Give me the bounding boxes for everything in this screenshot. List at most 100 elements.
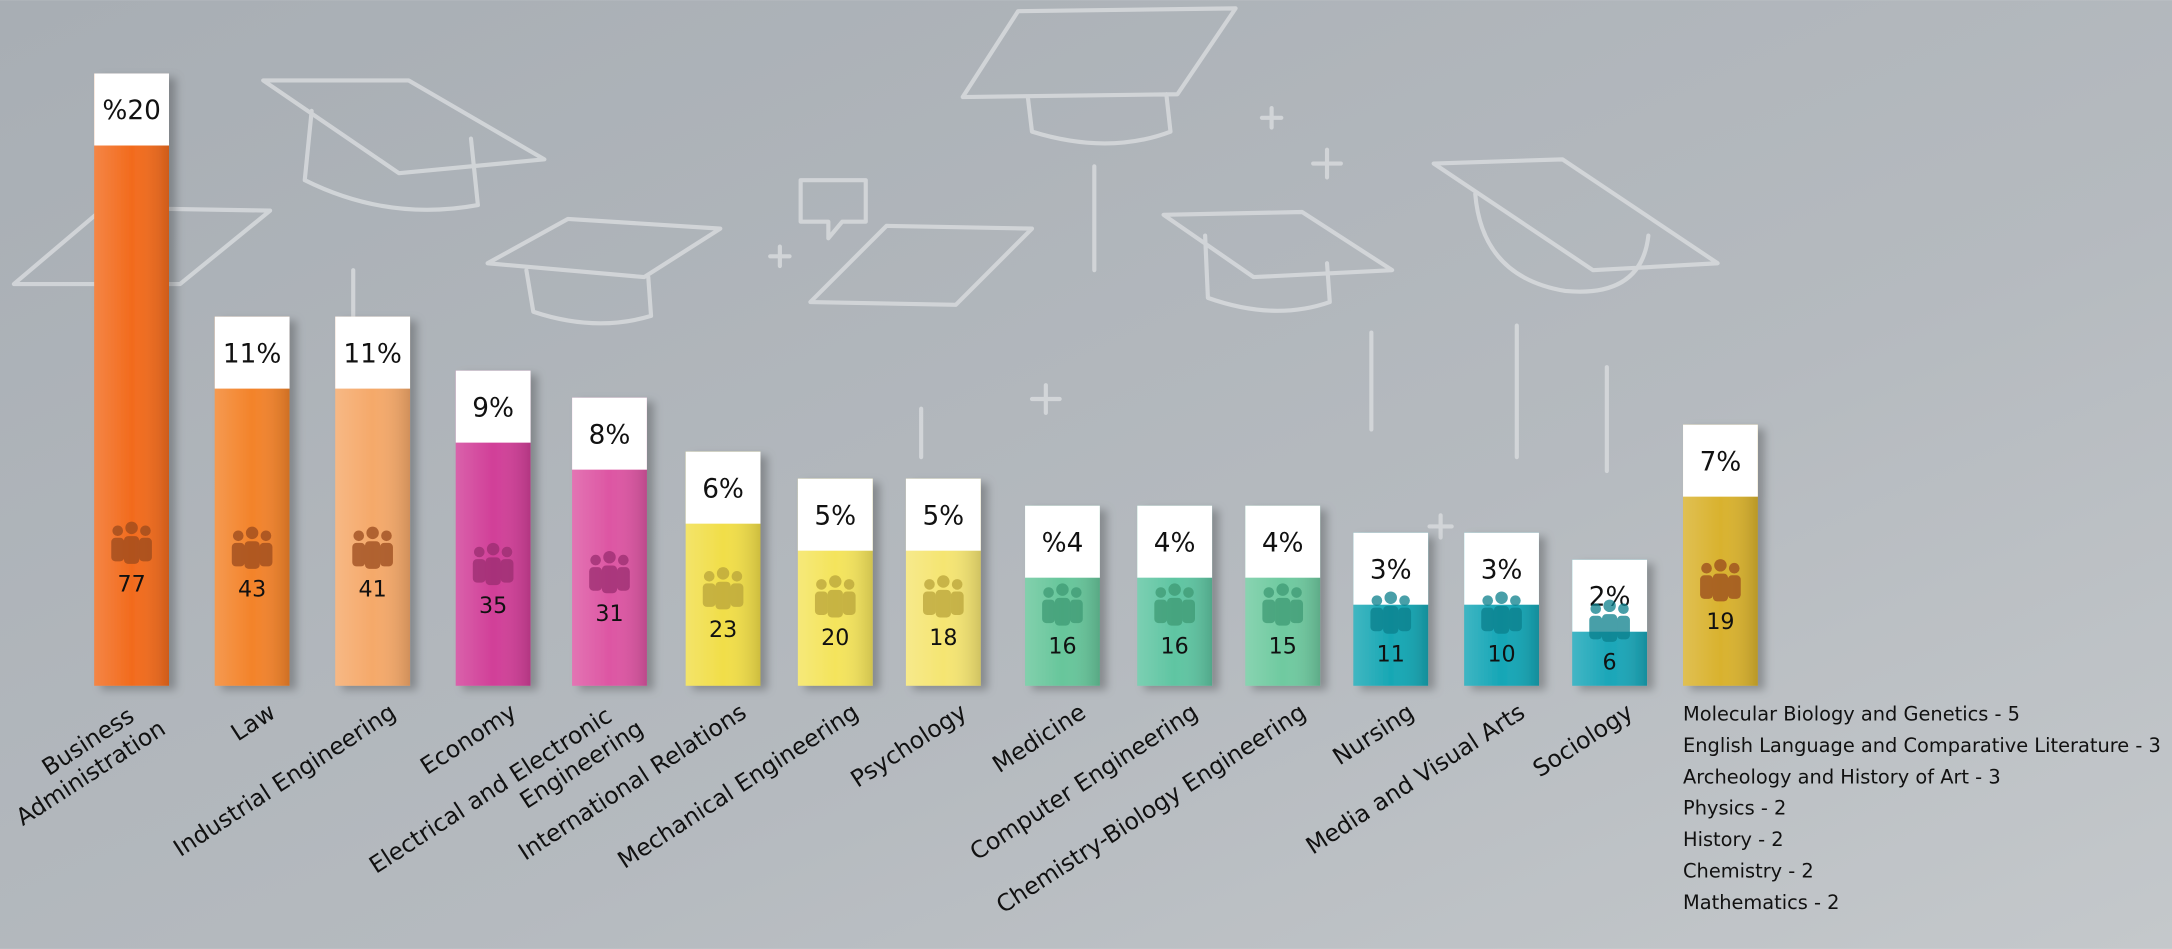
person-body [730, 583, 744, 607]
person-body [1154, 599, 1168, 624]
percent-box [1137, 505, 1213, 578]
person-head [603, 550, 616, 564]
percent-label: 11% [223, 339, 281, 369]
person-body [352, 542, 366, 567]
other-item: Molecular Biology and Genetics - 5 [1683, 702, 2020, 725]
person-body [1616, 615, 1630, 640]
person-head [353, 530, 365, 542]
people-icon [589, 550, 630, 594]
percent-label: 5% [814, 501, 856, 531]
people-icon [1481, 591, 1522, 634]
bar-group [335, 316, 411, 686]
percent-box [1025, 505, 1100, 578]
bar-group [94, 73, 169, 686]
percent-label: 9% [472, 393, 514, 423]
percent-label: 5% [922, 501, 964, 531]
percent-label: 3% [1370, 555, 1412, 585]
person-body [1700, 575, 1714, 599]
count-label: 23 [709, 617, 737, 643]
percent-label: 4% [1154, 528, 1196, 558]
person-head [140, 525, 151, 537]
percent-label: %20 [102, 96, 160, 126]
person-body [1167, 597, 1183, 626]
person-body [1398, 607, 1412, 632]
person-head [112, 525, 124, 537]
person-head [1482, 595, 1494, 606]
person-head [486, 542, 500, 556]
person-body [1601, 614, 1618, 642]
person-head [232, 530, 244, 542]
person-body [702, 583, 716, 607]
people-icon [814, 575, 856, 618]
person-body [485, 557, 501, 586]
percent-box [214, 316, 290, 389]
person-body [1481, 607, 1495, 632]
people-icon [111, 521, 152, 564]
person-body [138, 537, 152, 562]
percent-box [335, 316, 411, 389]
person-body [1727, 575, 1741, 599]
person-body [1182, 599, 1195, 624]
people-icon [472, 542, 514, 586]
people-icon [1370, 591, 1412, 634]
person-body [111, 537, 125, 562]
person-body [715, 581, 731, 610]
person-head [829, 575, 842, 588]
percent-box [797, 478, 873, 551]
other-item: Physics - 2 [1683, 797, 1786, 820]
bar-shade [905, 550, 981, 686]
people-icon [1262, 583, 1304, 626]
person-head [1714, 559, 1727, 572]
count-label: 18 [929, 625, 957, 651]
other-item: English Language and Comparative Literat… [1683, 734, 2161, 757]
person-body [472, 559, 486, 583]
count-label: 10 [1487, 641, 1515, 667]
person-body [244, 541, 260, 569]
person-head [1728, 562, 1740, 574]
people-icon [702, 567, 744, 610]
people-icon [352, 526, 393, 569]
person-body [1290, 599, 1304, 624]
person-head [731, 571, 743, 582]
percent-box [455, 370, 531, 443]
person-body [1508, 607, 1522, 632]
count-label: 41 [359, 577, 387, 603]
count-label: 6 [1603, 650, 1617, 676]
decoration [11, 6, 1720, 540]
person-head [937, 575, 950, 588]
bar-shade [797, 550, 873, 686]
person-body [1589, 615, 1603, 640]
person-head [924, 579, 935, 590]
percent-box [94, 73, 169, 146]
person-body [1370, 607, 1384, 632]
count-label: 35 [479, 593, 507, 619]
person-body [379, 542, 393, 567]
percent-box [685, 451, 761, 524]
person-head [1183, 587, 1194, 598]
percent-label: 11% [343, 339, 401, 369]
person-head [260, 530, 272, 542]
person-body [589, 567, 603, 591]
person-head [1371, 595, 1383, 606]
person-head [1590, 603, 1602, 615]
percent-label: 6% [702, 474, 744, 504]
person-head [1399, 595, 1410, 606]
other-item: Archeology and History of Art - 3 [1683, 765, 2001, 788]
people-icon [1042, 583, 1083, 626]
person-body [1042, 599, 1056, 624]
percent-label: 7% [1700, 447, 1742, 477]
bar-group [1245, 505, 1321, 686]
percent-label: 4% [1262, 528, 1304, 558]
count-label: 16 [1161, 633, 1189, 659]
person-body [1069, 599, 1083, 624]
person-head [703, 571, 715, 582]
person-body [842, 591, 856, 616]
count-label: 15 [1269, 633, 1297, 659]
person-body [1493, 606, 1510, 634]
person-head [590, 554, 601, 566]
people-icon [1589, 599, 1630, 642]
person-head [1043, 587, 1054, 598]
percent-box [1245, 505, 1321, 578]
bar-shade [94, 145, 169, 686]
